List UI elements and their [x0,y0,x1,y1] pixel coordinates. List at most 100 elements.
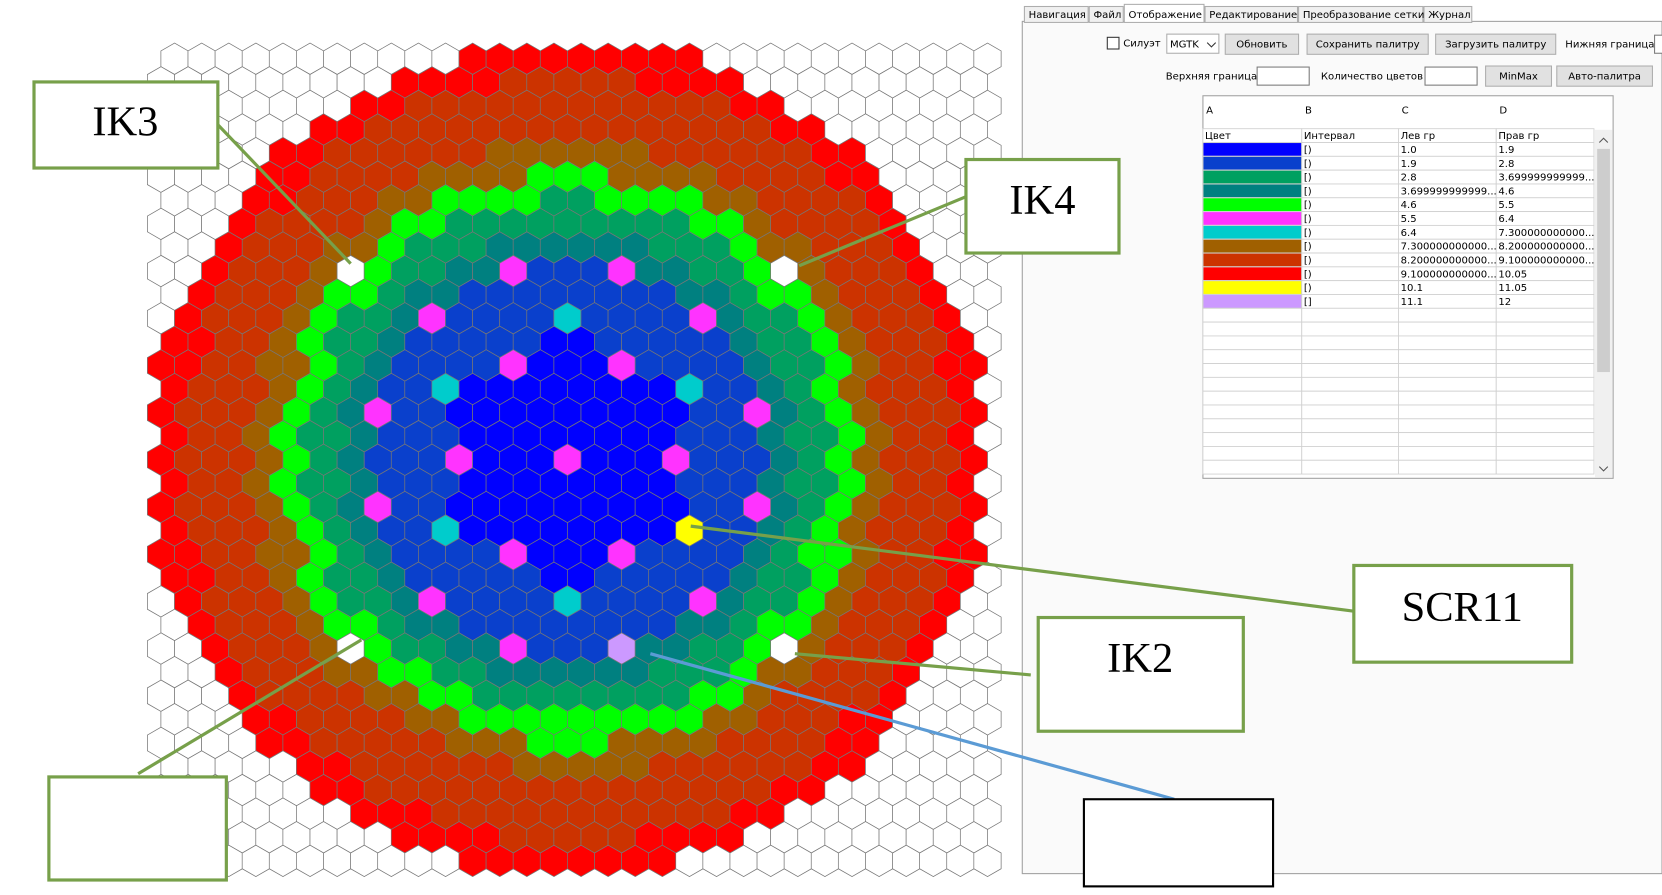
select-value[interactable]: MGTK [1170,40,1199,51]
leader [798,195,967,268]
cell [1301,252,1399,268]
cell-text: [) [1304,200,1312,211]
hex-map [147,42,1002,878]
column-letter: B [1305,106,1312,117]
cell-text: 1.0 [1401,145,1417,156]
tab-label[interactable]: Файл [1093,10,1121,21]
cell-text: 4.6 [1401,200,1417,211]
callout-box [32,80,220,170]
tab-label[interactable]: Редактирование [1209,10,1297,21]
scroll-down[interactable] [1598,466,1609,472]
tab[interactable] [1423,5,1473,23]
color-swatch [1202,252,1303,268]
cell [1202,321,1303,337]
cell-text: 10.05 [1498,269,1527,280]
cell [1398,321,1497,337]
tab-label[interactable]: Отображение [1129,10,1202,21]
cell-text: 6.4 [1498,214,1514,225]
cell-text: [) [1304,283,1312,294]
cell [1202,349,1303,364]
cell [1301,459,1399,475]
tab[interactable] [1123,3,1205,23]
color-swatch [1202,211,1303,226]
cell-text: 8.200000000000... [1401,255,1497,266]
button[interactable] [1306,33,1429,55]
tab-label[interactable]: Навигация [1029,10,1086,21]
color-swatch [1202,238,1303,254]
button-label[interactable]: Сохранить палитру [1316,40,1420,51]
select[interactable] [1166,33,1220,54]
cell [1301,335,1399,351]
button-label[interactable]: Загрузить палитру [1445,40,1546,51]
tab-label[interactable]: Журнал [1428,10,1470,21]
cell [1495,418,1595,434]
cell [1398,376,1497,392]
cell [1301,446,1399,461]
cell [1202,432,1303,447]
button[interactable] [1435,33,1557,55]
cell-text: [) [1304,255,1312,266]
checkbox[interactable] [1106,36,1120,50]
cell [1495,404,1595,420]
hex-cell [973,844,1002,878]
tab[interactable] [1298,5,1424,23]
cell [1301,169,1399,185]
cell [1301,294,1399,309]
cell-text: 5.5 [1401,214,1417,225]
tab-label[interactable]: Преобразование сетки [1303,10,1425,21]
cell-text: [) [1304,145,1312,156]
cell [1398,418,1497,434]
color-swatch [1202,197,1303,213]
color-swatch [1202,266,1303,282]
tab[interactable] [1204,5,1299,23]
column-letter: C [1402,106,1409,117]
cell [1301,376,1399,392]
cell [1202,363,1303,378]
callout-box [1352,563,1574,664]
input[interactable] [1424,66,1478,86]
callout-label: IK3 [92,98,158,145]
tab[interactable] [1023,5,1089,23]
button-label[interactable]: Авто-палитра [1568,72,1641,83]
label: Верхняя граница [1166,72,1257,83]
cell-text: 1.9 [1498,145,1514,156]
cell [1495,376,1595,392]
label: Количество цветов [1321,72,1423,83]
cell [1301,418,1399,434]
cell-text: [) [1304,159,1312,170]
cell-text: [) [1304,173,1312,184]
scroll-thumb[interactable] [1597,148,1610,373]
cell [1398,390,1497,406]
cell-text: 5.5 [1498,200,1514,211]
callout-label: IK4 [1009,177,1075,224]
scroll-up[interactable] [1598,137,1609,143]
cell [1495,446,1595,461]
leader-lines [137,118,1355,776]
callout-box [1036,615,1245,733]
cell [1495,335,1595,351]
tab[interactable] [1088,5,1124,23]
cell [1398,335,1497,351]
input[interactable] [1256,66,1310,86]
cell [1301,183,1399,199]
cell [1301,142,1399,157]
color-swatch [1202,280,1303,296]
cell [1301,224,1399,240]
cell [1202,376,1303,392]
button-label[interactable]: MinMax [1499,72,1538,83]
leader [794,652,1031,677]
cell [1495,459,1595,475]
cell [1202,390,1303,406]
button[interactable] [1556,65,1653,87]
button[interactable] [1485,65,1553,87]
button[interactable] [1224,33,1300,55]
callout-box [1082,798,1275,888]
cell [1301,266,1399,282]
input[interactable] [1654,34,1662,54]
button-label[interactable]: Обновить [1236,40,1287,51]
cell-text: 4.6 [1498,186,1514,197]
color-swatch [1202,224,1303,240]
leader [690,524,1355,613]
cell-text: 1.9 [1401,159,1417,170]
column-letter: D [1499,106,1507,117]
